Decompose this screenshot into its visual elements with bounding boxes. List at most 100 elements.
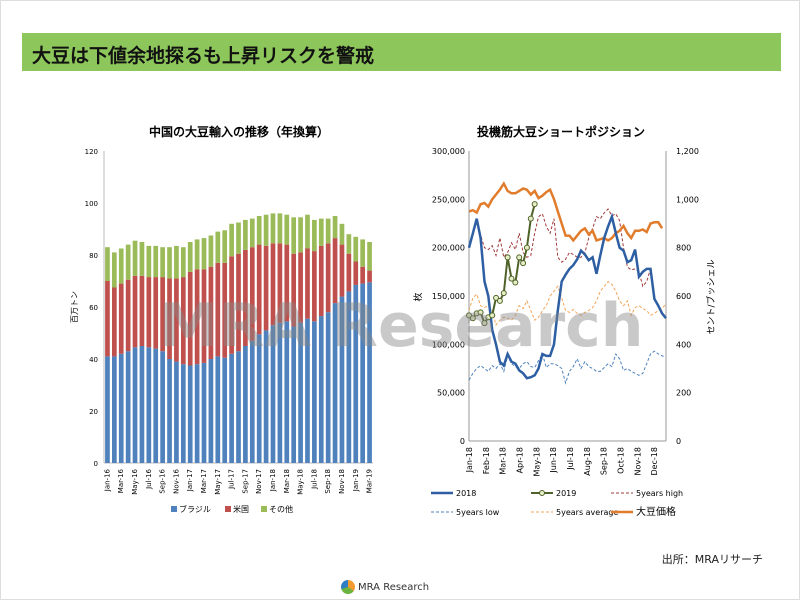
right-x-tick-label: Jun-18 — [549, 447, 558, 474]
bar-ブラジル-Mar-18 — [284, 321, 290, 463]
right-y-tick-label: 0 — [460, 437, 465, 446]
bar-ブラジル-Sep-16 — [160, 351, 165, 463]
right-x-tick-label: Nov-18 — [633, 447, 642, 475]
bar-米国-Feb-19 — [360, 266, 365, 284]
bar-その他-Nov-18 — [339, 223, 345, 245]
bar-ブラジル-Jun-16 — [139, 346, 145, 463]
right-x-tick-label: Jul-18 — [566, 447, 575, 471]
bar-米国-Jan-16 — [105, 281, 110, 357]
bar-その他-Jul-16 — [146, 245, 152, 278]
logo-mark-icon — [341, 580, 355, 594]
left-x-tick-label: Jan-18 — [269, 469, 277, 492]
right-x-tick-label: Sep-18 — [600, 447, 609, 475]
bar-ブラジル-Jan-16 — [105, 356, 110, 463]
series-marker-2019 — [489, 312, 496, 319]
bar-その他-Nov-17 — [256, 216, 262, 245]
series-line-大豆価格 — [468, 181, 664, 243]
bar-その他-Feb-19 — [360, 239, 365, 267]
right-x-tick-label: Feb-18 — [482, 447, 491, 474]
legend-label: 大豆価格 — [636, 505, 676, 518]
bar-ブラジル-Mar-16 — [118, 353, 124, 463]
watermark: MRA Research — [159, 291, 644, 361]
bar-米国-Sep-18 — [325, 243, 331, 313]
bar-その他-Jan-17 — [187, 242, 193, 272]
bar-米国-Dec-17 — [263, 245, 269, 331]
series-marker-2019 — [512, 279, 519, 286]
bar-ブラジル-May-16 — [132, 347, 138, 463]
left-x-tick-label: May-18 — [297, 469, 305, 495]
bar-その他-Jul-18 — [312, 219, 317, 252]
bar-ブラジル-Aug-16 — [153, 348, 159, 463]
bar-ブラジル-Dec-18 — [346, 291, 352, 463]
bar-米国-Jan-17 — [187, 271, 193, 366]
legend-label: ブラジル — [179, 504, 211, 514]
bar-米国-Nov-17 — [256, 244, 262, 335]
bar-ブラジル-Feb-16 — [112, 356, 117, 463]
bar-米国-May-18 — [298, 252, 303, 323]
bar-その他-Oct-16 — [167, 247, 172, 279]
bar-米国-Apr-17 — [208, 266, 214, 359]
source-note: 出所：MRAリサーチ — [661, 553, 763, 566]
bar-ブラジル-Jan-19 — [353, 284, 359, 463]
bar-その他-Aug-17 — [236, 222, 241, 254]
bar-ブラジル-Feb-19 — [360, 283, 365, 463]
bar-その他-Mar-19 — [367, 242, 372, 271]
bar-その他-Sep-18 — [325, 218, 331, 244]
bar-その他-Jun-18 — [305, 214, 310, 249]
bar-ブラジル-Jul-17 — [229, 353, 234, 463]
bar-米国-Jun-16 — [139, 275, 145, 346]
bar-ブラジル-Dec-17 — [263, 330, 269, 463]
bar-その他-Feb-17 — [194, 239, 200, 270]
bar-ブラジル-Feb-18 — [277, 322, 283, 463]
right-x-tick-label: Apr-18 — [516, 447, 525, 473]
logo-text: MRA Research — [358, 581, 430, 593]
legend-swatch-ブラジル — [171, 506, 177, 512]
left-y-tick-label: 100 — [85, 200, 98, 208]
right-y-tick-label: 150,000 — [432, 292, 465, 301]
bar-その他-Jun-16 — [139, 242, 145, 276]
bar-ブラジル-Sep-18 — [325, 312, 331, 463]
left-x-tick-label: Sep-18 — [324, 469, 332, 494]
right-y2-tick-label: 800 — [676, 244, 691, 253]
left-x-tick-label: Jul-18 — [310, 469, 318, 490]
right-x-tick-label: Oct-18 — [617, 447, 626, 474]
bar-その他-Nov-16 — [174, 245, 179, 279]
bar-米国-Aug-18 — [318, 245, 324, 317]
legend-marker-2019 — [539, 490, 545, 496]
right-x-tick-label: Mar-18 — [499, 447, 508, 475]
bar-米国-Apr-18 — [291, 253, 297, 327]
bar-米国-Jul-16 — [146, 277, 152, 348]
left-chart-title: 中国の大豆輸入の推移（年換算） — [149, 124, 329, 139]
bar-その他-Jul-17 — [229, 223, 234, 257]
bar-米国-Jun-18 — [305, 248, 310, 319]
bar-ブラジル-Mar-17 — [201, 362, 207, 463]
bar-その他-Jan-16 — [105, 247, 110, 281]
bar-米国-Sep-17 — [243, 249, 248, 346]
right-x-tick-label: Aug-18 — [583, 447, 592, 476]
bar-米国-Oct-17 — [249, 247, 255, 341]
bar-米国-Oct-16 — [167, 278, 172, 359]
left-x-tick-label: Sep-16 — [159, 468, 167, 493]
left-x-tick-label: Nov-17 — [255, 469, 263, 494]
bar-米国-Jul-18 — [312, 251, 317, 322]
series-marker-2019 — [493, 294, 500, 301]
bar-ブラジル-Aug-17 — [236, 351, 241, 463]
bar-米国-Oct-18 — [332, 238, 338, 304]
bar-その他-May-18 — [298, 217, 303, 253]
left-y-tick-label: 20 — [89, 408, 98, 416]
right-y2-tick-label: 200 — [676, 389, 691, 398]
bar-その他-May-17 — [215, 231, 221, 263]
bar-ブラジル-Nov-18 — [339, 296, 345, 463]
series-marker-2019 — [500, 290, 507, 297]
legend-swatch-その他 — [261, 506, 267, 512]
bar-米国-Mar-19 — [367, 270, 372, 283]
bar-ブラジル-May-18 — [298, 322, 303, 463]
left-x-tick-label: Jul-16 — [145, 468, 153, 489]
left-x-tick-label: Mar-19 — [366, 469, 374, 493]
bar-その他-Apr-16 — [125, 244, 131, 280]
bar-その他-Sep-16 — [160, 247, 165, 278]
bar-その他-Mar-16 — [118, 248, 124, 284]
left-x-tick-label: Nov-18 — [338, 469, 346, 494]
